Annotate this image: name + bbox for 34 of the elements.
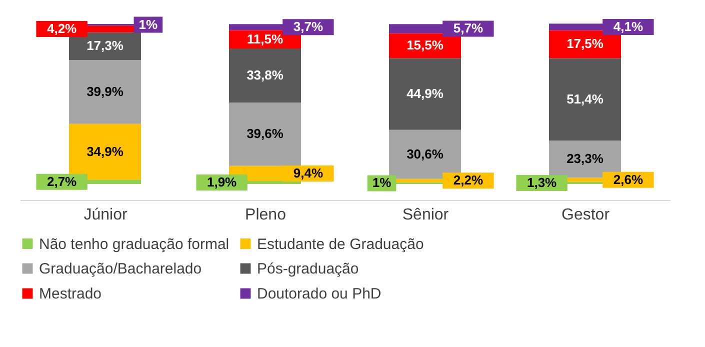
data-label: 2,6%: [613, 172, 644, 187]
x-tick-label: Júnior: [84, 206, 128, 224]
data-label: 1,3%: [526, 174, 558, 190]
data-label: 17,3%: [86, 38, 124, 54]
data-label: 33,8%: [246, 68, 284, 83]
data-label: 4,2%: [46, 20, 78, 36]
legend-label: Mestrado: [39, 286, 102, 302]
data-label: 1,9%: [206, 174, 238, 190]
data-label: 23,3%: [566, 151, 604, 166]
data-label: 34,9%: [86, 144, 124, 159]
legend-label: Pós-graduação: [257, 260, 359, 278]
x-tick-label: Gestor: [561, 206, 610, 224]
data-label: 11,5%: [246, 31, 284, 46]
data-label: 1%: [372, 175, 392, 190]
data-label: 3,7%: [293, 19, 324, 34]
data-label: 2,2%: [453, 172, 484, 188]
legend-label: Graduação/Bacharelado: [39, 260, 202, 278]
data-label: 15,5%: [406, 38, 444, 53]
data-label: 5,7%: [453, 20, 484, 36]
data-label: 30,6%: [406, 146, 444, 162]
data-label: 51,4%: [566, 91, 604, 106]
legend-label: Doutorado ou PhD: [257, 286, 382, 302]
data-label: 44,9%: [406, 86, 444, 101]
data-label: 2,7%: [46, 174, 78, 189]
data-label: 4,1%: [613, 18, 644, 34]
legend-label: Não tenho graduação formal: [39, 236, 230, 253]
data-label: 17,5%: [566, 36, 604, 52]
data-label: 9,4%: [293, 165, 324, 180]
data-label: 39,9%: [86, 84, 124, 99]
legend-label: Estudante de Graduação: [257, 236, 424, 253]
x-tick-label: Sênior: [402, 206, 450, 224]
data-label: 1%: [138, 16, 158, 32]
data-label: 39,6%: [246, 126, 284, 142]
x-tick-label: Pleno: [245, 206, 286, 224]
